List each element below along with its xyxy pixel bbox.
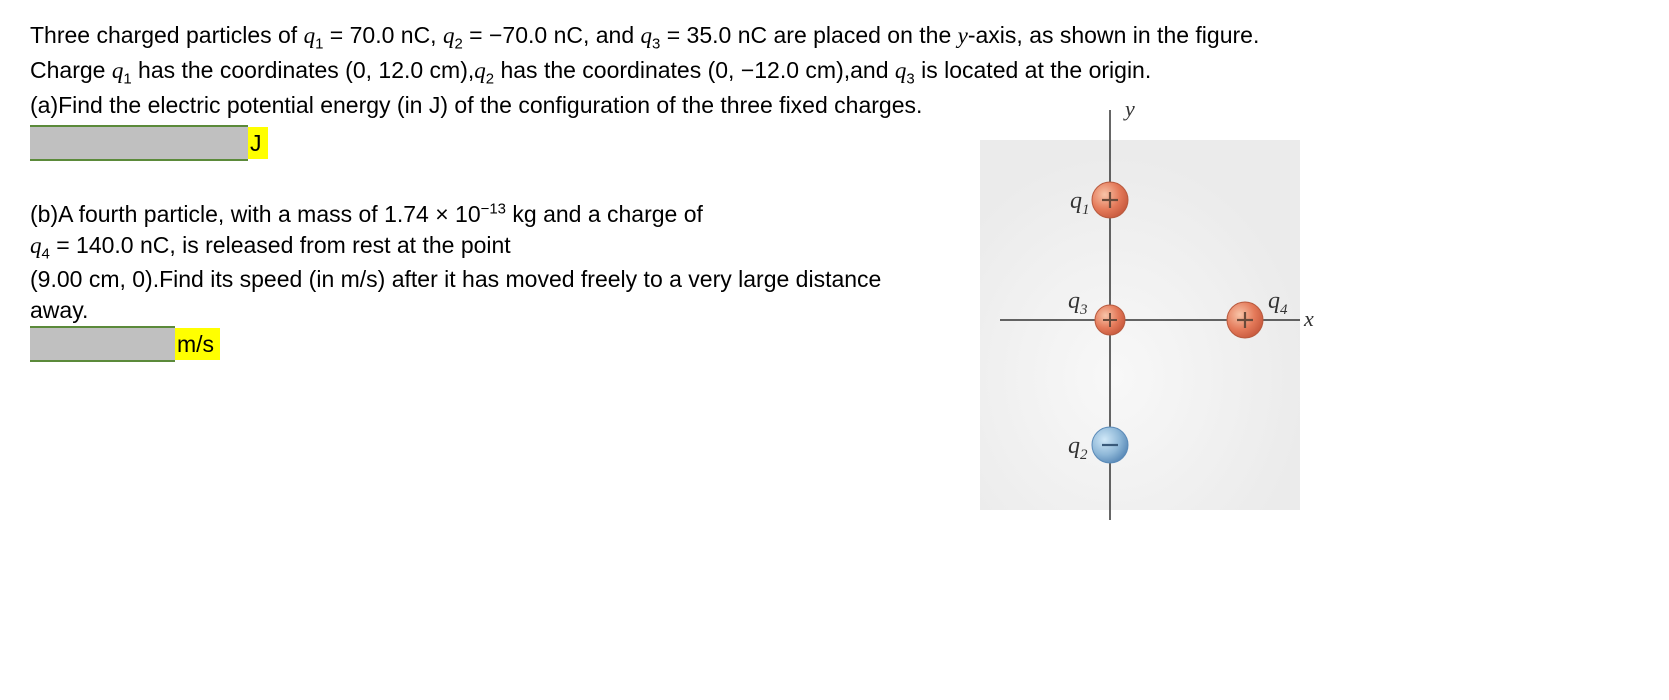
- intro2-a: Charge: [30, 57, 112, 83]
- part-a-answer-row: J: [30, 125, 940, 161]
- part-a-unit: J: [248, 127, 268, 159]
- partb-l1: (b)A fourth particle, with a mass of 1.7…: [30, 201, 481, 227]
- intro2-b: has the coordinates (0, 12.0 cm),: [132, 57, 475, 83]
- intro2-d: is located at the origin.: [915, 57, 1152, 83]
- part-b-input[interactable]: [30, 326, 175, 362]
- intro-text-1: Three charged particles of: [30, 22, 304, 48]
- figure: y x q1 q3 q4 q2: [960, 90, 1320, 530]
- partb-l3: (9.00 cm, 0).Find its speed (in m/s) aft…: [30, 266, 881, 323]
- intro-mid2: = −70.0 nC, and: [463, 22, 641, 48]
- part-b-unit: m/s: [175, 328, 220, 360]
- part-b-answer-row: m/s: [30, 326, 940, 362]
- part-a-prompt: (a)Find the electric potential energy (i…: [30, 90, 940, 121]
- problem-intro: Three charged particles of q1 = 70.0 nC,…: [30, 20, 1630, 90]
- intro-mid1: = 70.0 nC,: [323, 22, 443, 48]
- part-b-prompt: (b)A fourth particle, with a mass of 1.7…: [30, 199, 940, 327]
- partb-l2a: = 140.0 nC, is released from rest at the…: [50, 232, 511, 258]
- x-label: x: [1303, 306, 1314, 331]
- intro2-c: has the coordinates (0, −12.0 cm),and: [494, 57, 895, 83]
- partb-exp: −13: [481, 200, 506, 217]
- partb-l1b: kg and a charge of: [506, 201, 703, 227]
- y-label: y: [1123, 96, 1135, 121]
- intro-post: = 35.0 nC are placed on the: [660, 22, 957, 48]
- intro-end: -axis, as shown in the figure.: [968, 22, 1259, 48]
- part-a-input[interactable]: [30, 125, 248, 161]
